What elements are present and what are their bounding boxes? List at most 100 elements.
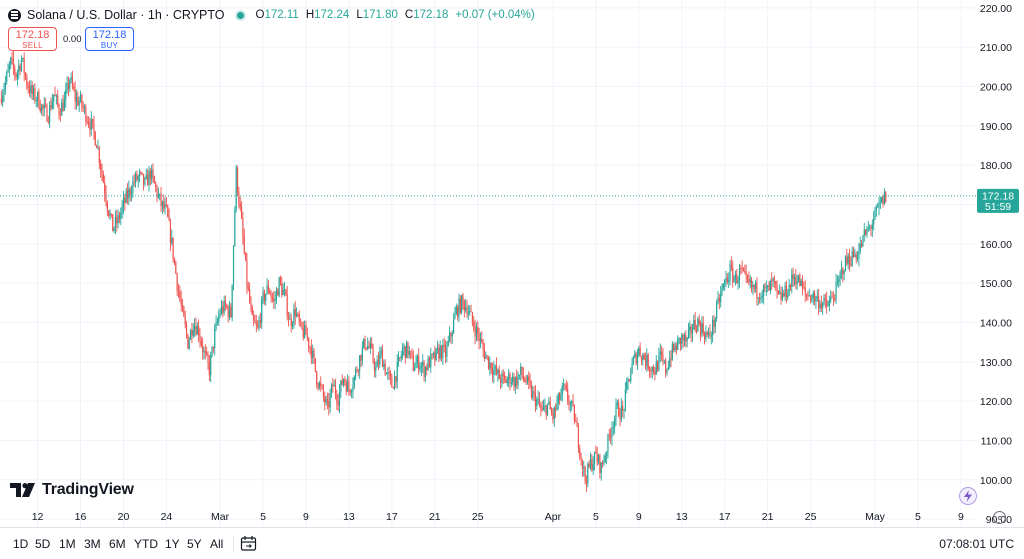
candle-body: [569, 403, 571, 405]
candle-body: [749, 279, 751, 283]
range-5y-button[interactable]: 5Y: [187, 536, 202, 551]
candle-body: [216, 321, 219, 323]
utc-clock[interactable]: 07:08:01 UTC: [939, 536, 1014, 551]
buy-button[interactable]: 172.18 BUY: [85, 27, 134, 51]
price-axis[interactable]: 220.00210.00200.00190.00180.00170.00160.…: [980, 3, 1012, 526]
sell-button[interactable]: 172.18 SELL: [8, 27, 57, 51]
range-1m-button[interactable]: 1M: [59, 536, 76, 551]
candle-body: [482, 342, 484, 350]
chart-grid: [0, 0, 977, 527]
candle-body: [49, 105, 51, 123]
candle-body: [481, 338, 483, 343]
candle-body: [860, 243, 863, 247]
candle-body: [502, 373, 504, 376]
candle-body: [702, 323, 704, 334]
candle-body: [824, 298, 826, 301]
candle-body: [46, 105, 48, 122]
candle-body: [243, 236, 245, 253]
candle-body: [246, 260, 248, 287]
range-5d-button[interactable]: 5D: [35, 536, 51, 551]
time-axis[interactable]: 12 16 20 24 Mar 5 9 13 17 21 25 Apr 5 9 13 17 21 25 May 5 9: [32, 511, 964, 523]
candle-body: [536, 399, 538, 407]
price-tick-label: 220.00: [980, 3, 1012, 15]
time-tick-label: Mar: [211, 511, 230, 523]
range-6m-button[interactable]: 6M: [109, 536, 126, 551]
tradingview-watermark[interactable]: TradingView: [10, 481, 134, 499]
candle-body: [187, 334, 189, 349]
calendar-range-icon[interactable]: [240, 535, 257, 552]
candle-body: [98, 147, 100, 164]
candle-body: [713, 319, 715, 327]
candle-body: [585, 481, 588, 484]
candle-body: [581, 459, 584, 469]
range-1y-button[interactable]: 1Y: [165, 536, 180, 551]
candle-body: [881, 197, 883, 202]
candle-body: [679, 337, 682, 344]
candle-body: [102, 174, 104, 183]
candle-body: [504, 375, 506, 379]
candle-body: [210, 355, 212, 376]
candle-body: [415, 362, 417, 369]
candle-body: [470, 311, 472, 313]
candle-body: [640, 356, 643, 361]
time-tick-label: 12: [32, 511, 44, 523]
candle-body: [309, 346, 311, 348]
candle-body: [236, 167, 239, 193]
candle-body: [521, 366, 523, 376]
candle-body: [297, 313, 299, 315]
candle-body: [62, 102, 64, 111]
candle-body: [729, 264, 731, 280]
candle-body: [648, 369, 651, 371]
symbol-title[interactable]: Solana / U.S. Dollar · 1h · CRYPTO: [27, 8, 225, 22]
candle-body: [583, 467, 585, 469]
candle-body: [121, 205, 123, 213]
range-1d-button[interactable]: 1D: [13, 536, 29, 551]
candle-body: [432, 352, 435, 355]
price-tick-label: 210.00: [980, 42, 1012, 54]
candle-body: [744, 270, 746, 273]
candle-body: [622, 405, 624, 411]
candle-body: [424, 367, 427, 378]
range-3m-button[interactable]: 3M: [84, 536, 101, 551]
candle-body: [678, 337, 680, 340]
candle-body: [50, 105, 52, 109]
range-all-button[interactable]: All: [210, 536, 224, 551]
candle-body: [683, 334, 686, 341]
flash-icon[interactable]: [959, 487, 977, 505]
candle-body: [618, 402, 620, 417]
candle-body: [538, 399, 541, 406]
candle-body: [634, 353, 636, 358]
ohlc-close: C172.18: [404, 9, 449, 21]
candle-body: [175, 262, 177, 274]
candle-body: [646, 354, 648, 366]
candle-body: [404, 346, 406, 359]
candle-body: [785, 285, 788, 298]
candle-body: [8, 64, 10, 70]
candle-body: [671, 344, 673, 360]
candle-body: [342, 379, 345, 385]
candle-body: [261, 298, 263, 323]
candle-body: [238, 192, 240, 204]
candle-body: [400, 355, 402, 358]
candle-body: [333, 385, 335, 387]
candle-body: [188, 339, 190, 349]
settings-gear-icon[interactable]: [993, 511, 1006, 524]
candle-body: [167, 205, 169, 217]
candle-body: [498, 369, 500, 379]
candle-body: [438, 348, 440, 359]
ohlc-open: O172.11: [255, 9, 299, 21]
candle-body: [757, 297, 759, 299]
candle-body: [392, 387, 394, 389]
candle-body: [807, 295, 809, 297]
range-ytd-button[interactable]: YTD: [134, 536, 158, 551]
toolbar-divider: [233, 536, 234, 552]
candle-body: [227, 307, 229, 317]
candle-body: [20, 58, 23, 71]
candle-body: [693, 320, 695, 330]
candle-body: [371, 343, 373, 348]
candle-body: [746, 275, 749, 279]
candle-body: [780, 292, 782, 300]
candle-body: [434, 352, 436, 361]
candle-body: [706, 332, 708, 335]
